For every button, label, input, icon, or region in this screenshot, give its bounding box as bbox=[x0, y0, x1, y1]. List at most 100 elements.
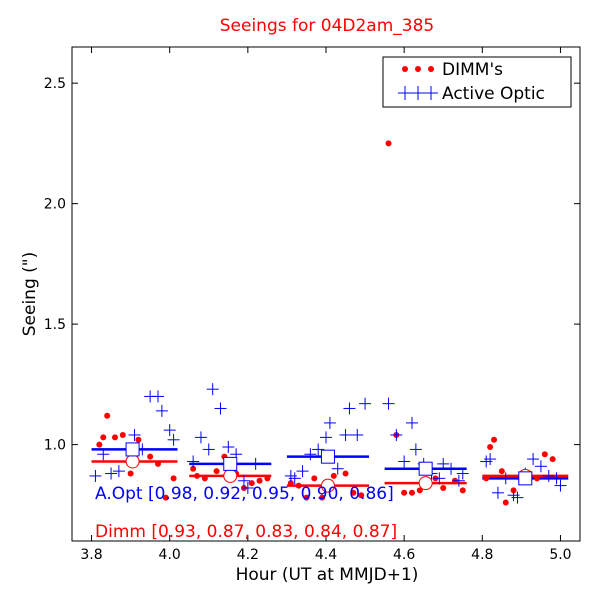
active-optic-point bbox=[112, 465, 125, 478]
dimm-point bbox=[319, 494, 326, 501]
active-optic-point bbox=[343, 402, 356, 415]
active-optic-point bbox=[484, 453, 497, 466]
dimm-point bbox=[201, 475, 208, 482]
aopt-average-label: A.Opt [0.98, 0.92, 0.95, 0.90, 0.86] bbox=[95, 484, 394, 504]
dimm-point bbox=[147, 453, 154, 460]
legend-aopt-plus bbox=[424, 86, 438, 100]
active-optic-point bbox=[398, 455, 411, 468]
active-optic-point bbox=[452, 474, 465, 487]
active-optic-point bbox=[105, 467, 118, 480]
active-optic-point bbox=[288, 472, 301, 485]
plot-area bbox=[71, 46, 581, 542]
active-optic-point bbox=[550, 472, 563, 485]
x-tick-label: 5.0 bbox=[549, 547, 571, 563]
x-tick-label: 4.8 bbox=[471, 547, 493, 563]
active-optic-point bbox=[187, 455, 200, 468]
active-optic-point bbox=[128, 428, 141, 441]
active-optic-point bbox=[511, 491, 524, 504]
dimm-point bbox=[303, 494, 310, 501]
dimm-point bbox=[358, 492, 365, 499]
active-optic-point bbox=[312, 443, 325, 456]
dimm-point bbox=[342, 470, 349, 477]
dimm-average-marker bbox=[223, 468, 238, 483]
dimm-point bbox=[487, 444, 494, 451]
dimm-point bbox=[104, 412, 111, 419]
legend-aopt-label: Active Optic bbox=[442, 84, 545, 104]
active-optic-point bbox=[359, 397, 372, 410]
dimm-point bbox=[119, 431, 126, 438]
dimm-point bbox=[483, 475, 490, 482]
active-optic-point bbox=[89, 469, 102, 482]
x-tick-label: 4.6 bbox=[393, 547, 415, 563]
active-optic-point bbox=[323, 416, 336, 429]
dimm-average-marker bbox=[125, 454, 140, 469]
dimm-point bbox=[440, 484, 447, 491]
aopt-average-marker bbox=[223, 456, 238, 471]
x-tick-label: 4.4 bbox=[315, 547, 337, 563]
active-optic-point bbox=[151, 390, 164, 403]
active-optic-point bbox=[296, 465, 309, 478]
active-optic-point bbox=[167, 433, 180, 446]
plot-frame bbox=[71, 46, 581, 542]
active-optic-point bbox=[405, 416, 418, 429]
y-tick-label: 2.5 bbox=[44, 76, 66, 92]
legend-dimm-label: DIMM's bbox=[442, 60, 503, 80]
dimm-point bbox=[194, 472, 201, 479]
dimm-point bbox=[96, 441, 103, 448]
legend-box bbox=[382, 56, 572, 108]
dimm-point bbox=[416, 487, 423, 494]
active-optic-point bbox=[222, 441, 235, 454]
dimm-point bbox=[295, 482, 302, 489]
dimm-point bbox=[502, 499, 509, 506]
dimm-point bbox=[213, 468, 220, 475]
dimm-point bbox=[100, 434, 107, 441]
active-optic-point bbox=[456, 467, 469, 480]
dimm-point bbox=[330, 472, 337, 479]
chart-title: Seeings for 04D2am_385 bbox=[220, 16, 435, 36]
aopt-average-marker bbox=[320, 449, 335, 464]
y-tick-label: 2.0 bbox=[44, 197, 66, 213]
dimm-point bbox=[248, 480, 255, 487]
active-optic-point bbox=[202, 443, 215, 456]
legend-aopt-markers bbox=[398, 86, 438, 100]
active-optic-point bbox=[155, 404, 168, 417]
y-tick-label: 1.5 bbox=[44, 317, 66, 333]
dimm-average-label: Dimm [0.93, 0.87, 0.83, 0.84, 0.87] bbox=[95, 522, 397, 542]
legend-aopt-plus bbox=[411, 86, 425, 100]
dimm-point bbox=[498, 468, 505, 475]
axes: 3.8 4.0 4.2 4.4 4.6 4.8 5.0 1.0 1.5 2.0 2.5 bbox=[44, 47, 580, 563]
x-tick-label: 3.8 bbox=[80, 547, 102, 563]
legend-dimm-dot bbox=[428, 66, 434, 72]
dimm-average-marker bbox=[320, 478, 335, 493]
dimm-point bbox=[549, 456, 556, 463]
dimm-point bbox=[264, 475, 271, 482]
active-optic-point bbox=[445, 462, 458, 475]
aopt-average-marker bbox=[418, 461, 433, 476]
active-optic-point bbox=[351, 428, 364, 441]
dimm-point bbox=[541, 451, 548, 458]
dimm-point bbox=[491, 436, 498, 443]
active-optic-point bbox=[527, 453, 540, 466]
legend: DIMM's Active Optic bbox=[382, 56, 572, 108]
dimm-point bbox=[408, 489, 415, 496]
dimm-point bbox=[401, 489, 408, 496]
x-tick-label: 4.0 bbox=[159, 547, 181, 563]
active-optic-point bbox=[409, 443, 422, 456]
active-optic-point bbox=[304, 448, 317, 461]
legend-dimm-dot bbox=[402, 66, 408, 72]
active-optic-point bbox=[241, 481, 254, 494]
active-optic-point bbox=[249, 457, 262, 470]
active-optic-point bbox=[339, 428, 352, 441]
dimm-point bbox=[111, 434, 118, 441]
dimm-point bbox=[162, 494, 169, 501]
legend-dimm-markers bbox=[402, 66, 434, 72]
active-optic-point bbox=[214, 402, 227, 415]
dimm-average-marker bbox=[418, 476, 433, 491]
dimm-point bbox=[256, 477, 263, 484]
active-optic-point bbox=[237, 474, 250, 487]
active-optic-point bbox=[491, 486, 504, 499]
dimm-point bbox=[385, 140, 392, 147]
dimm-point bbox=[170, 475, 177, 482]
active-optic-point bbox=[437, 457, 450, 470]
legend-dimm-dot bbox=[415, 66, 421, 72]
